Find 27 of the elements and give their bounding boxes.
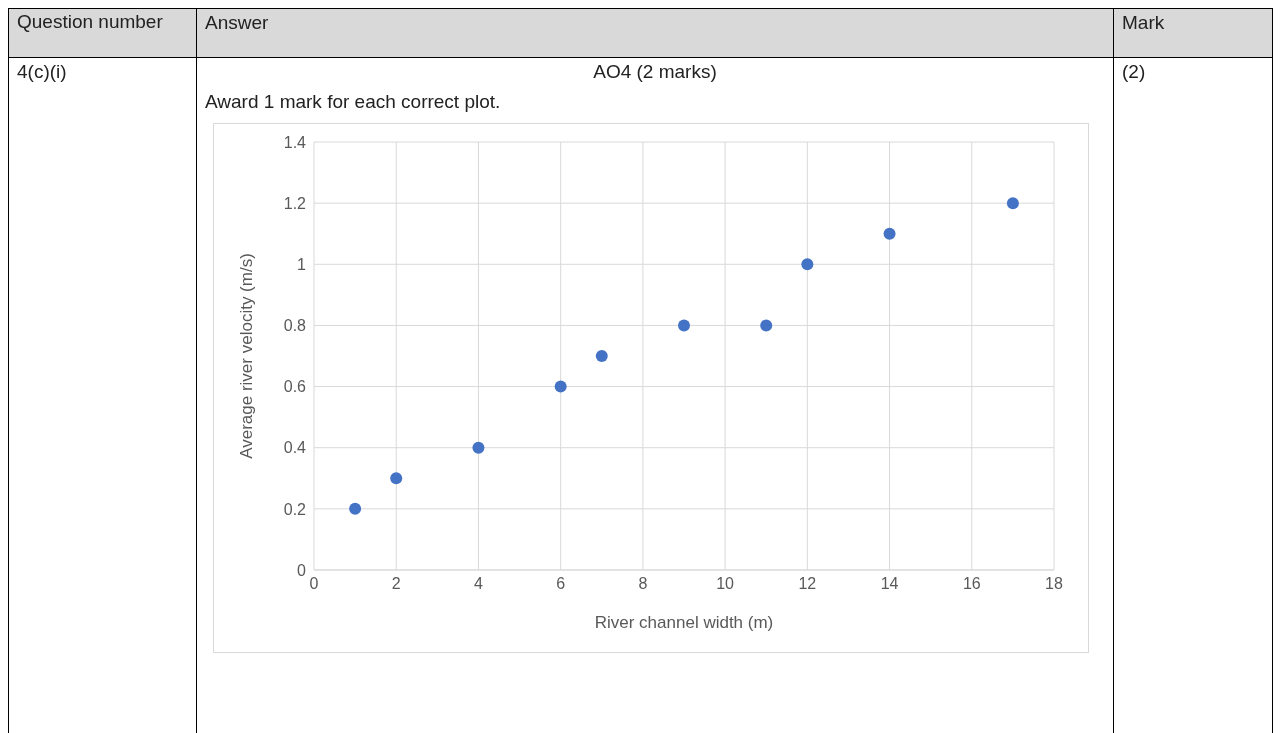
x-tick-label: 10 [716,575,735,593]
x-axis-title: River channel width (m) [594,613,774,632]
y-tick-label: 0.4 [283,439,307,457]
x-tick-label: 8 [638,575,648,593]
y-tick-label: 0.6 [283,378,307,396]
text: AO4 (2 marks) [592,61,718,83]
x-tick-label: 14 [880,575,899,593]
text: Answer [196,8,1114,58]
text: (2) [1113,57,1273,733]
text: Question number [8,8,197,58]
x-tick-label: 2 [391,575,401,593]
text: Award 1 mark for each correct plot. [205,91,502,113]
x-tick-label: 4 [473,575,483,593]
y-tick-label: 0.2 [283,500,307,518]
x-tick-label: 6 [556,575,566,593]
y-tick-label: 1.2 [283,194,307,212]
y-tick-label: 1.4 [283,133,307,151]
x-tick-label: 16 [962,575,981,593]
text: Mark [1113,8,1273,58]
x-tick-label: 18 [1045,575,1063,593]
x-tick-label: 12 [798,575,817,593]
y-axis-title: Average river velocity (m/s) [237,253,257,459]
y-tick-label: 0 [297,561,307,579]
text: 4(c)(i) [8,57,197,733]
x-tick-label: 0 [309,575,319,593]
y-tick-label: 0.8 [283,317,307,335]
y-tick-label: 1 [297,255,307,273]
